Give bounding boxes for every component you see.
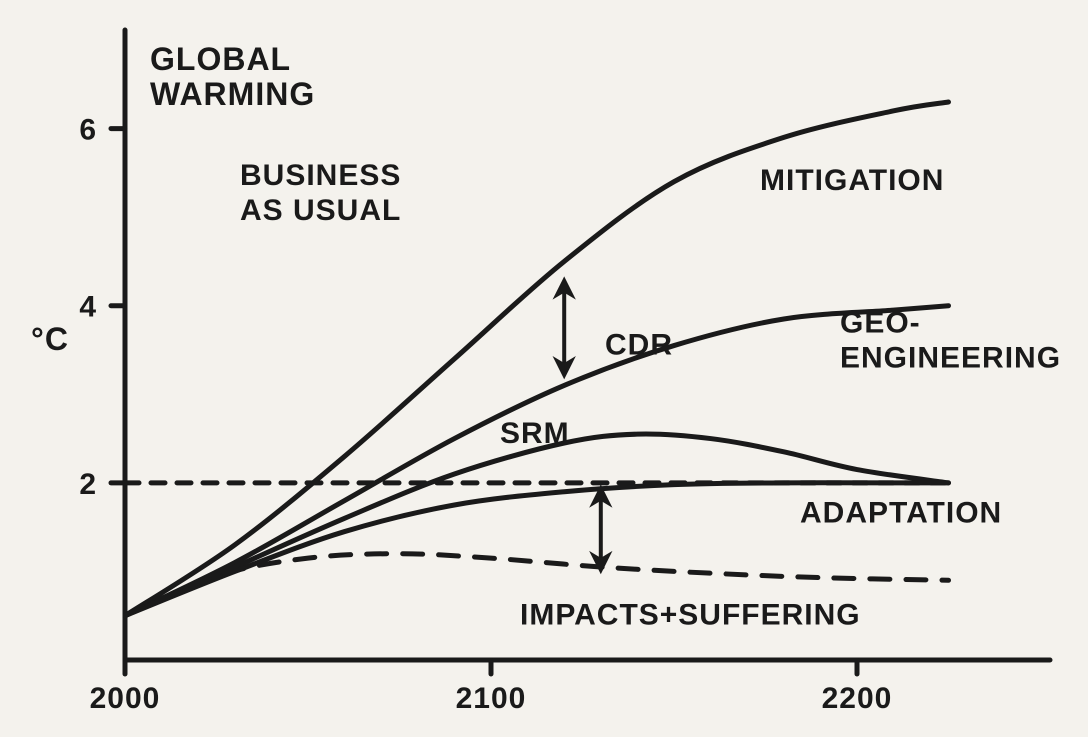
y-axis-unit: °C <box>31 321 69 357</box>
label-impacts: IMPACTS+SUFFERING <box>520 599 861 632</box>
label-geo-2: ENGINEERING <box>840 342 1061 375</box>
y-tick-label: 4 <box>79 291 97 324</box>
x-tick-label: 2000 <box>90 682 161 715</box>
y-axis-title-line2: WARMING <box>150 76 315 112</box>
label-bau-1: BUSINESS <box>240 159 401 192</box>
global-warming-sketch-chart: 246200021002200 GLOBALWARMING°CBUSINESSA… <box>0 0 1088 737</box>
y-tick-label: 2 <box>79 468 97 501</box>
label-adaptation: ADAPTATION <box>800 497 1002 530</box>
y-axis-title-line1: GLOBAL <box>150 41 291 77</box>
label-srm: SRM <box>500 417 570 450</box>
label-mitigation: MITIGATION <box>760 164 944 197</box>
label-cdr: CDR <box>605 328 673 361</box>
x-tick-label: 2100 <box>456 682 527 715</box>
label-geo-1: GEO- <box>840 306 921 339</box>
y-tick-label: 6 <box>79 114 97 147</box>
x-tick-label: 2200 <box>822 682 893 715</box>
label-bau-2: AS USUAL <box>240 194 401 227</box>
